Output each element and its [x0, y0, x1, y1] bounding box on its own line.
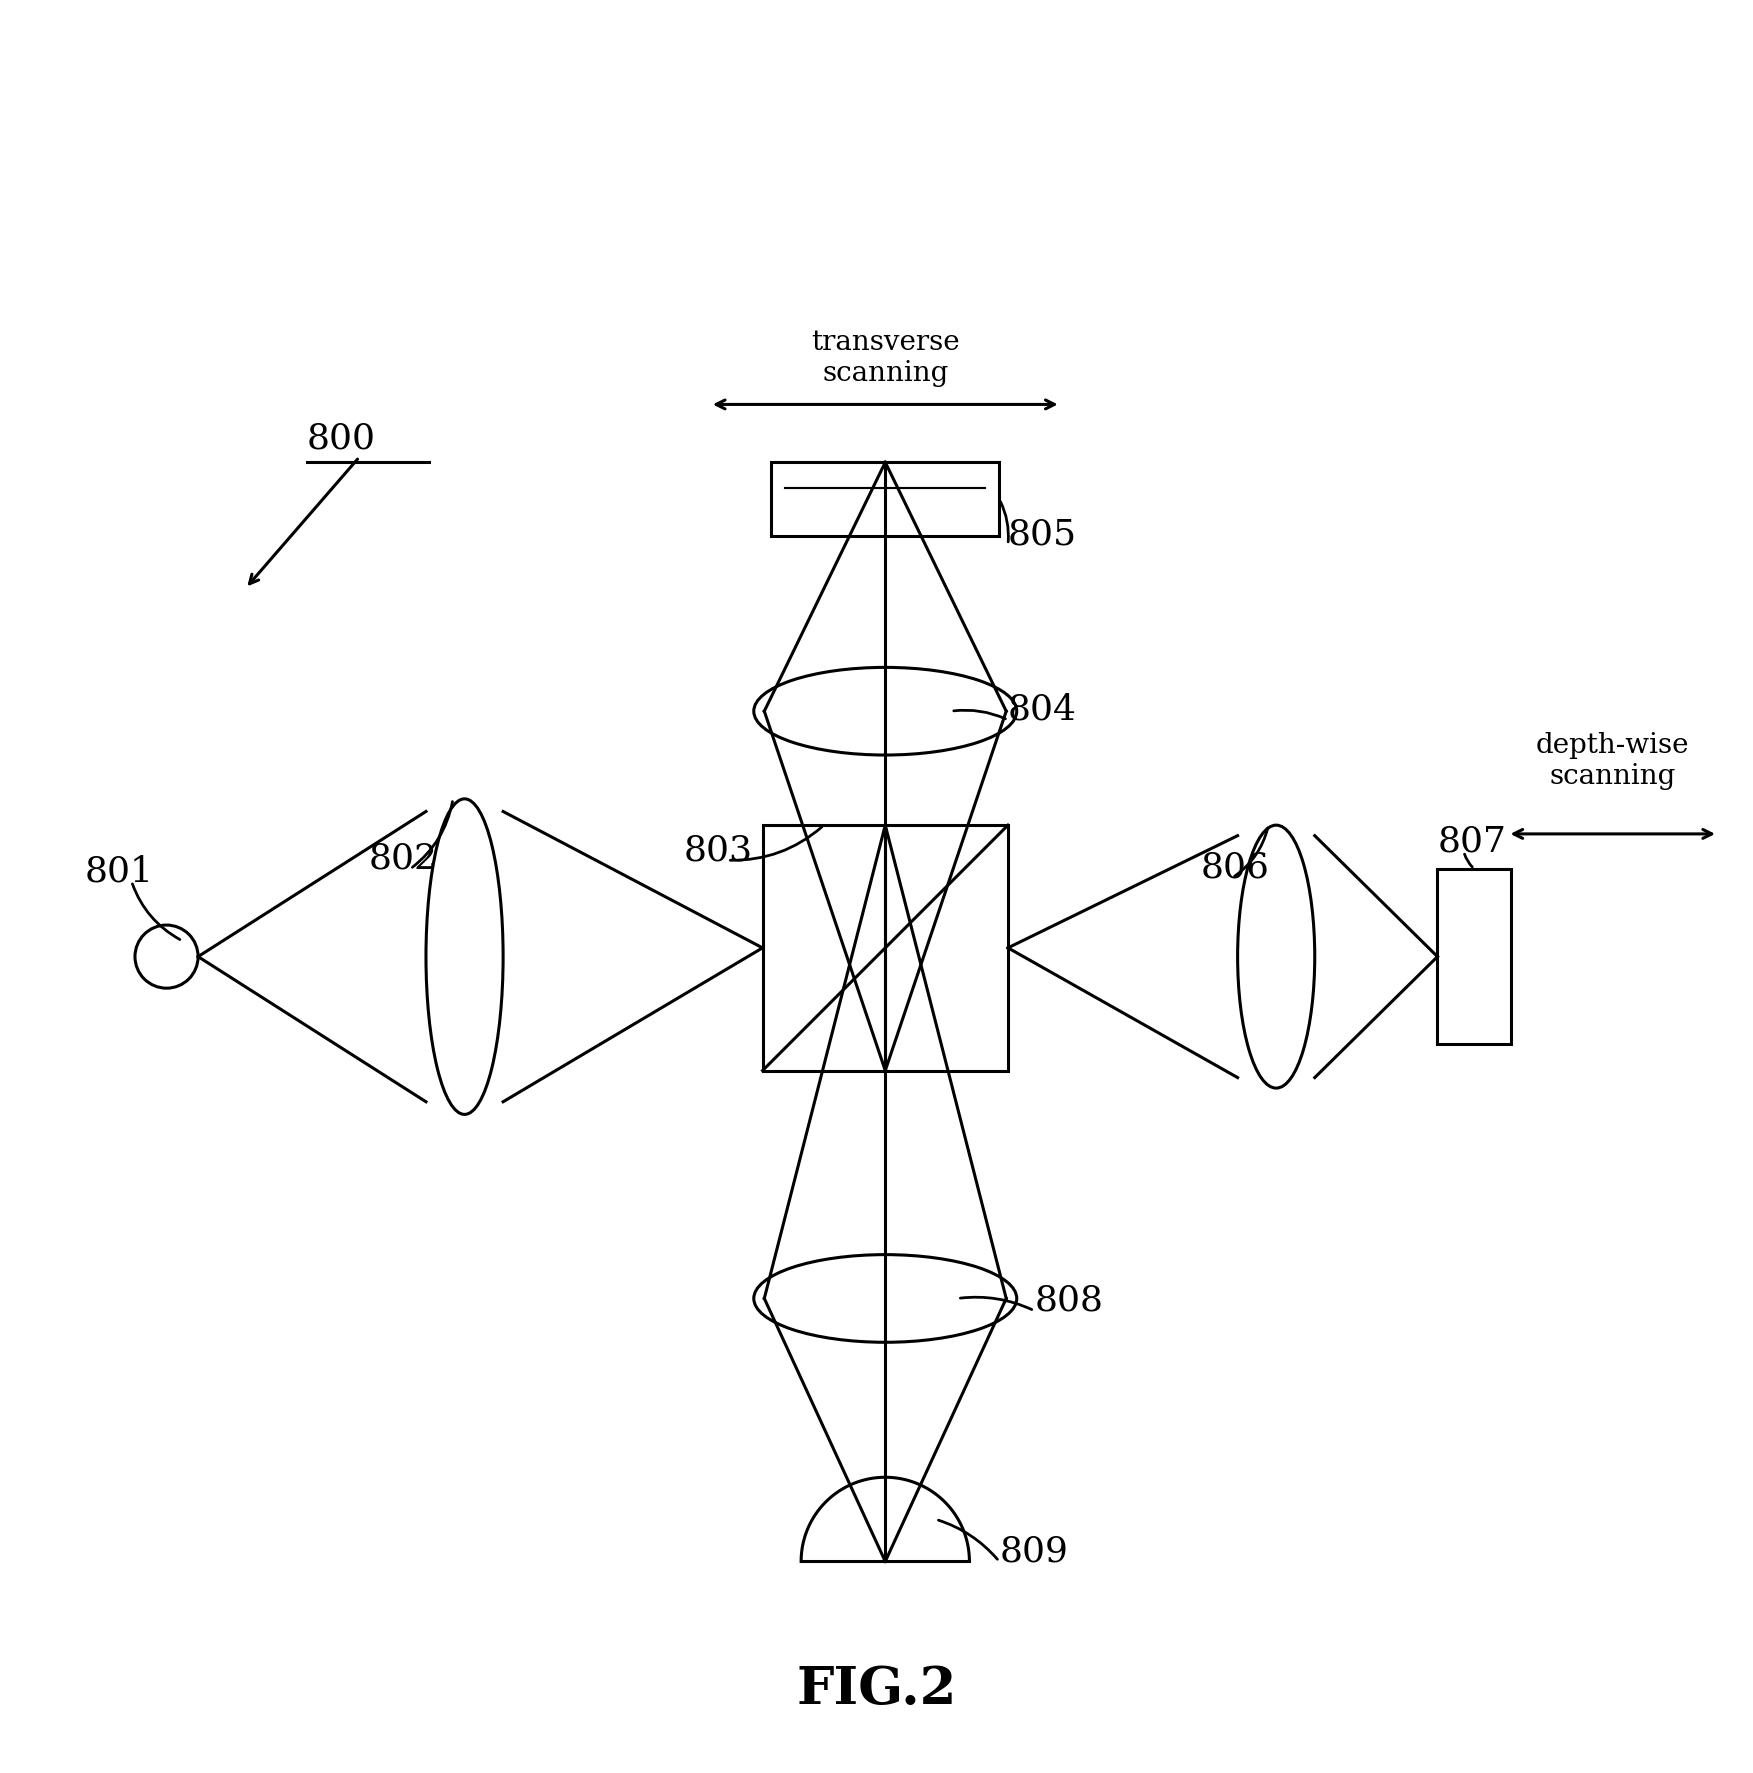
Text: 809: 809 [999, 1534, 1068, 1569]
Text: 805: 805 [1008, 518, 1076, 551]
Text: 804: 804 [1008, 693, 1076, 727]
Text: 808: 808 [1034, 1284, 1103, 1317]
Text: 803: 803 [684, 833, 752, 867]
Text: FIG.2: FIG.2 [796, 1663, 957, 1714]
Text: depth-wise
scanning: depth-wise scanning [1536, 732, 1690, 791]
Bar [771, 463, 999, 535]
Text: 800: 800 [307, 422, 375, 456]
Text: 801: 801 [84, 855, 153, 888]
Text: 802: 802 [368, 842, 436, 876]
Text: transverse
scanning: transverse scanning [812, 328, 959, 387]
Bar [763, 824, 1008, 1071]
Text: 807: 807 [1437, 824, 1506, 858]
Bar [1437, 869, 1511, 1044]
Text: 806: 806 [1201, 851, 1269, 885]
